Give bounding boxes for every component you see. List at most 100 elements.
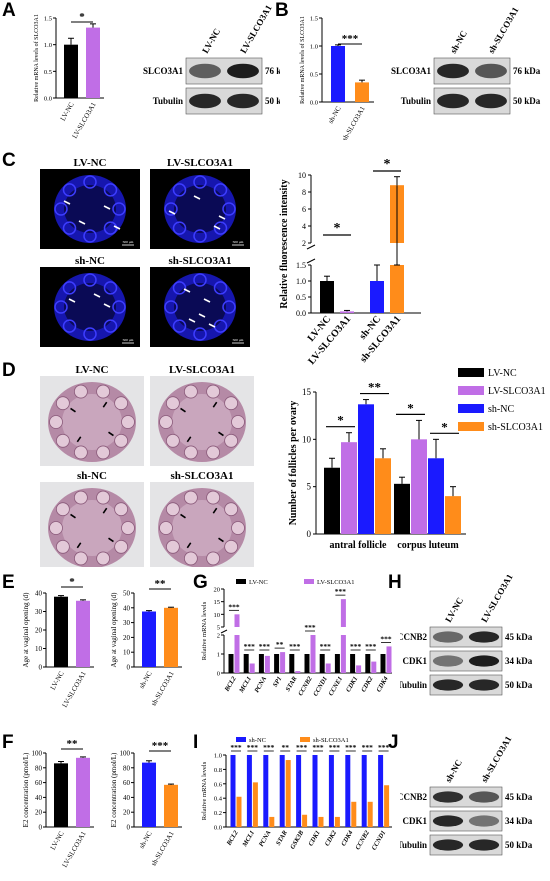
significance-label: *** [152, 740, 169, 752]
bar [325, 663, 331, 673]
y-axis-label: E2 concentration (pmol/L) [22, 752, 30, 827]
y-axis-label: Relative mRNA levels of SLCO3A1 [299, 16, 306, 104]
follicle [231, 521, 245, 535]
y-tick-label: 0 [39, 664, 43, 672]
arrow-marker [218, 537, 224, 543]
bar [355, 82, 369, 102]
bar [64, 44, 78, 98]
y-tick-label: 20 [35, 627, 43, 635]
significance-label: *** [259, 642, 271, 651]
y-tick-label: 5 [307, 482, 312, 492]
blot-band [475, 63, 507, 79]
arrow-marker [212, 401, 218, 408]
bar [234, 635, 240, 673]
follicle [96, 384, 111, 399]
blot-band [432, 791, 464, 803]
legend-label: LV-SLCO3A1 [317, 579, 354, 586]
blot-band [468, 791, 500, 803]
y-tick-label: 1.0 [310, 44, 318, 51]
panel-label-c: C [2, 150, 16, 171]
image-title: LV-SLCO3A1 [167, 157, 233, 169]
chart-b-slco3a1-mrna: 0.0 0.5 1.0 1.5 Relative mRNA levels of SLCO… [299, 16, 374, 140]
bar [164, 784, 178, 827]
bar [228, 654, 234, 673]
follicle [222, 202, 236, 216]
ovary-core [172, 500, 232, 556]
significance-label: *** [247, 743, 259, 752]
image-title: LV-SLCO3A1 [169, 364, 235, 376]
y-tick-label: 20 [123, 634, 131, 642]
image-title: sh-SLCO3A1 [171, 470, 234, 482]
follicle [54, 202, 68, 216]
bar [380, 654, 386, 673]
significance-label: *** [228, 602, 240, 611]
fluorescence-images-c: LV-NC 500 μm LV-SLCO3A1 500 μm sh-NC 500 μm sh… [40, 157, 250, 347]
chart-a-slco3a1-mrna: 0.0 0.5 1.0 1.5 Relative mRNA levels of SLCO… [33, 11, 104, 140]
follicle [73, 490, 88, 505]
bar [384, 785, 390, 827]
y-tick-label: 4 [302, 222, 306, 231]
panel-label-g: G [193, 572, 208, 593]
significance-label: *** [350, 642, 362, 651]
bar [243, 654, 249, 673]
lane-label: sh-NC [443, 758, 464, 784]
bar [230, 755, 236, 827]
significance-label: *** [263, 743, 275, 752]
follicle [55, 502, 70, 517]
bar [264, 655, 270, 673]
y-tick-label: 40 [123, 794, 131, 802]
axis-break-mark [220, 629, 228, 634]
significance-label: * [407, 400, 414, 415]
kda-label: 45 kDa [505, 632, 533, 642]
kda-label: 76 kDa [265, 66, 280, 76]
follicle [114, 396, 129, 411]
image-title: LV-NC [75, 364, 108, 376]
y-tick-label: 1.0 [44, 42, 52, 49]
legend-swatch [458, 386, 484, 395]
significance-label: * [79, 11, 85, 23]
image-title: LV-NC [73, 157, 106, 169]
x-tick-label: CCND1 [312, 676, 329, 698]
panel-label-i: I [193, 732, 199, 753]
follicle [62, 319, 77, 333]
y-tick-label: 0.5 [296, 293, 306, 302]
y-tick-label: 40 [123, 604, 131, 612]
x-tick-label: CCND1 [371, 830, 388, 852]
follicle [103, 281, 118, 295]
x-tick-label: BCL2 [223, 675, 238, 694]
lane-label: LV-NC [200, 27, 222, 55]
follicle [55, 396, 70, 411]
follicle [222, 300, 236, 314]
significance-label: *** [378, 743, 390, 752]
y-tick-label: 60 [35, 779, 43, 787]
x-tick-label: CCNB2 [354, 829, 371, 851]
y-tick-label: 10 [214, 612, 221, 619]
significance-label: *** [342, 33, 359, 45]
follicle [73, 384, 88, 399]
follicle [83, 327, 97, 341]
x-tick-label: CDK4 [375, 675, 390, 694]
follicle [206, 551, 221, 566]
y-axis-label: Number of follicles per ovary [288, 401, 299, 526]
bar [234, 614, 240, 627]
y-tick-label: 100 [120, 750, 131, 758]
follicle [103, 183, 118, 197]
follicle [213, 281, 228, 295]
blot-band [437, 63, 469, 79]
kda-label: 50 kDa [505, 680, 533, 690]
arrow-marker [180, 513, 186, 519]
follicle [114, 433, 129, 448]
follicle [213, 183, 228, 197]
y-axis-label: Age at vaginal opening (d) [110, 592, 118, 668]
arrow-marker [103, 303, 111, 308]
follicle [206, 445, 221, 460]
follicle [112, 202, 126, 216]
significance-label: *** [329, 743, 341, 752]
significance-label: *** [362, 743, 374, 752]
x-tick-label: LV-NC [59, 101, 76, 123]
follicle [224, 433, 239, 448]
follicle [112, 300, 126, 314]
bar [334, 654, 340, 673]
significance-label: *** [296, 743, 308, 752]
protein-label: CCNB2 [400, 632, 427, 642]
